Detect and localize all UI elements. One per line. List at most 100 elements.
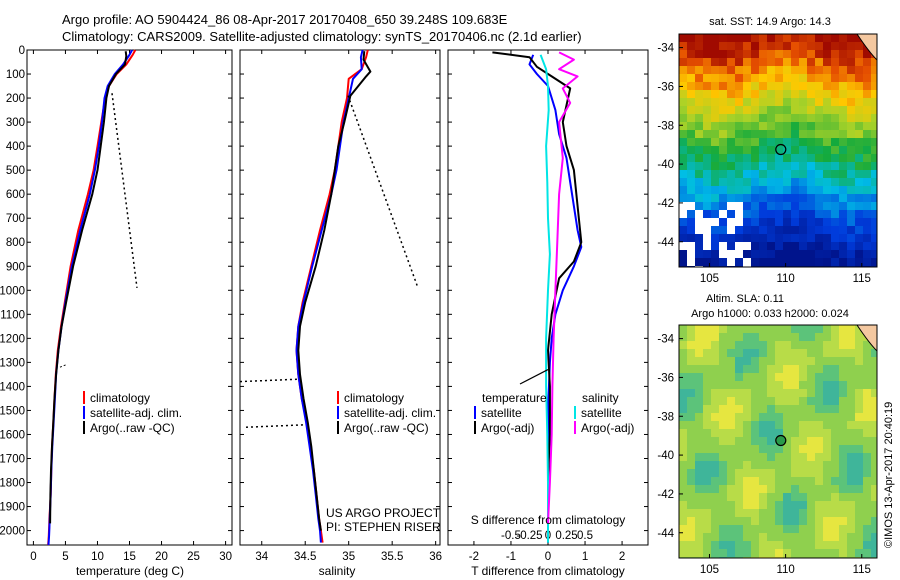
map-cell [679,98,687,106]
map-cell [679,501,687,509]
map-cell [679,138,687,146]
map-cell [855,429,863,437]
map-cell [703,533,711,541]
lat-tick-label: -38 [657,120,674,132]
series-line-temperature-argo-adj- [492,51,583,524]
map-cell [839,445,847,453]
map-cell [831,178,839,186]
map-cell [855,186,863,194]
map-cell [703,333,711,341]
map-cell [783,453,791,461]
map-cell [775,74,783,82]
map-cell [711,210,719,218]
map-cell [807,453,815,461]
map-cell [751,389,759,397]
map-cell [767,234,775,242]
map-cell [847,130,855,138]
map-cell [855,114,863,122]
map-cell [815,509,823,517]
map-cell [799,397,807,405]
map-cell [759,517,767,525]
map-cell [831,122,839,130]
lon-tick-label: 110 [776,273,794,285]
map-cell [703,349,711,357]
map-cell [727,146,735,154]
map-cell [687,477,695,485]
map-cell [735,437,743,445]
map-cell [767,82,775,90]
map-cell [815,138,823,146]
map-cell [783,74,791,82]
map-cell [815,58,823,66]
legend-t-satellite: satellite [481,406,522,420]
map-cell [767,106,775,114]
map-frame [678,324,878,559]
map-cell [815,429,823,437]
map-cell [727,461,735,469]
map-cell [735,413,743,421]
map-cell [751,162,759,170]
map-cell [831,226,839,234]
map-cell [783,397,791,405]
map-cell [767,509,775,517]
map-cell [767,349,775,357]
map-cell [807,469,815,477]
map-cell [831,58,839,66]
map-cell [831,429,839,437]
map-cell [807,170,815,178]
map-cell [695,373,703,381]
map-cell [847,162,855,170]
map-cell [831,194,839,202]
map-cell [807,218,815,226]
map-cell [727,365,735,373]
map-cell [823,258,831,266]
map-cell [695,138,703,146]
depth-tick-label: 1400 [0,381,25,393]
map-cell [759,234,767,242]
map-cell [711,541,719,549]
map-cell [807,226,815,234]
map-cell [847,477,855,485]
map-cell [847,461,855,469]
map-cell [719,226,727,234]
map-cell [799,82,807,90]
map-cell [799,445,807,453]
map-cell [871,365,877,373]
map-cell [687,349,695,357]
map-cell [703,154,711,162]
map-cell [727,258,735,266]
map-cell [727,533,735,541]
map-cell [727,50,735,58]
map-cell [727,437,735,445]
map-cell [783,98,791,106]
map-cell [815,453,823,461]
map-cell [847,50,855,58]
map-cell [839,122,847,130]
map-cell [759,413,767,421]
map-cell [703,365,711,373]
map-cell [735,242,743,250]
map-cell [799,525,807,533]
map-cell [735,82,743,90]
map-cell [687,250,695,258]
map-cell [695,333,703,341]
map-cell [687,469,695,477]
map-cell [735,250,743,258]
map-cell [719,429,727,437]
map-cell [783,178,791,186]
legend-satellite: satellite-adj. clim. [344,406,436,420]
map-cell [727,218,735,226]
map-cell [839,234,847,242]
map-cell [847,517,855,525]
map-cell [871,58,877,66]
map-cell [799,66,807,74]
map-cell [703,541,711,549]
map-cell [767,250,775,258]
lat-tick-label: -42 [657,489,674,501]
map-cell [687,242,695,250]
map-cell [823,501,831,509]
map-cell [703,210,711,218]
map-cell [775,66,783,74]
map-cell [719,373,727,381]
map-cell [751,509,759,517]
